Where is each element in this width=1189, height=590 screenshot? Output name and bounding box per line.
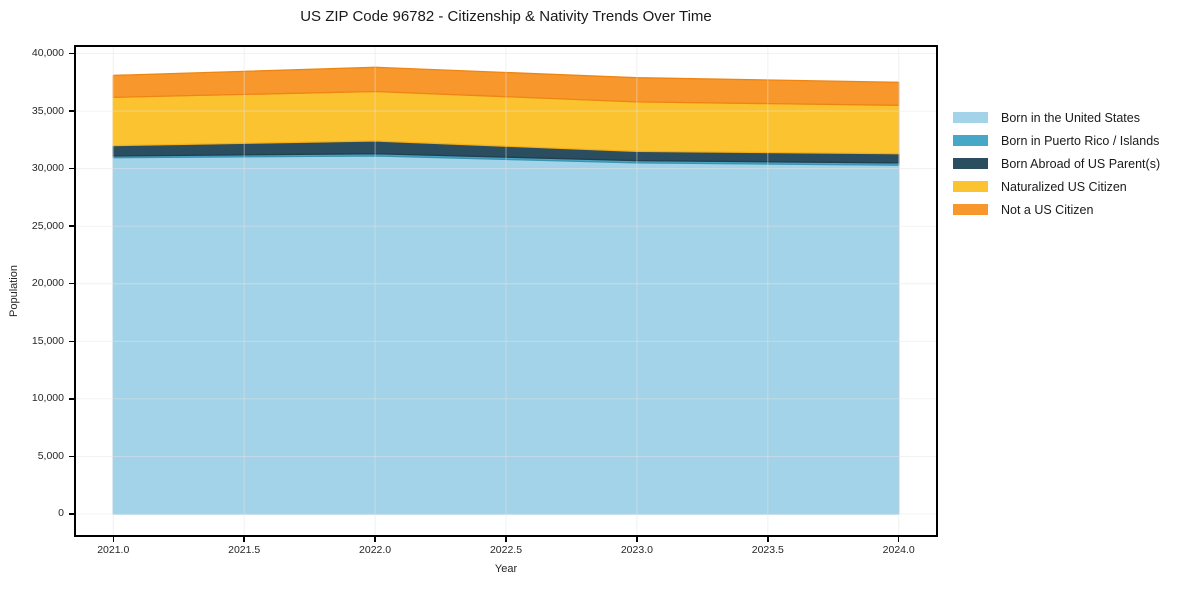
y-tick-label: 0 bbox=[58, 507, 64, 520]
y-tick-label: 40,000 bbox=[31, 47, 64, 60]
y-tick-label: 5,000 bbox=[37, 449, 64, 462]
x-tick-label: 2023.5 bbox=[751, 544, 784, 556]
chart-title: US ZIP Code 96782 - Citizenship & Nativi… bbox=[300, 8, 712, 25]
x-tick-label: 2021.5 bbox=[228, 544, 261, 556]
x-tick-label: 2023.0 bbox=[620, 544, 653, 556]
y-tick-mark bbox=[69, 167, 74, 170]
y-tick-label: 30,000 bbox=[31, 162, 64, 175]
x-tick-label: 2021.0 bbox=[97, 544, 130, 556]
legend-label: Not a US Citizen bbox=[1001, 202, 1094, 217]
y-tick-mark bbox=[69, 225, 74, 227]
legend-item-4: Not a US Citizen bbox=[953, 198, 1160, 221]
x-tick-label: 2024.0 bbox=[882, 544, 915, 556]
legend-label: Naturalized US Citizen bbox=[1001, 179, 1127, 194]
y-tick-label: 25,000 bbox=[31, 219, 64, 232]
legend-swatch bbox=[953, 204, 988, 215]
x-tick-mark bbox=[112, 537, 115, 542]
x-tick-label: 2022.0 bbox=[359, 544, 392, 556]
legend-item-3: Naturalized US Citizen bbox=[953, 175, 1160, 198]
x-tick-mark bbox=[636, 537, 638, 542]
y-axis-label: Population bbox=[8, 265, 20, 317]
y-tick-label: 10,000 bbox=[31, 392, 64, 405]
legend-swatch bbox=[953, 135, 988, 146]
y-tick-mark bbox=[69, 340, 74, 343]
legend-label: Born in the United States bbox=[1001, 110, 1140, 125]
stacked-area-plot bbox=[74, 45, 938, 537]
y-tick-mark bbox=[69, 282, 74, 285]
y-tick-mark bbox=[69, 513, 74, 515]
legend-swatch bbox=[953, 181, 988, 192]
x-tick-mark bbox=[767, 537, 769, 542]
y-tick-mark bbox=[69, 455, 74, 458]
legend-item-2: Born Abroad of US Parent(s) bbox=[953, 152, 1160, 175]
x-tick-mark bbox=[505, 537, 507, 542]
plot-area bbox=[74, 45, 938, 537]
y-tick-mark bbox=[69, 110, 74, 112]
legend-swatch bbox=[953, 112, 988, 123]
x-axis-label: Year bbox=[494, 563, 518, 575]
y-tick-mark bbox=[69, 52, 74, 55]
legend-label: Born Abroad of US Parent(s) bbox=[1001, 156, 1161, 171]
x-tick-mark bbox=[374, 537, 376, 542]
x-tick-mark bbox=[897, 537, 900, 542]
y-tick-label: 20,000 bbox=[31, 277, 64, 290]
x-tick-label: 2022.5 bbox=[489, 544, 523, 556]
legend-item-1: Born in Puerto Rico / Islands bbox=[953, 129, 1160, 152]
y-tick-label: 35,000 bbox=[31, 104, 64, 117]
x-tick-mark bbox=[243, 537, 245, 542]
y-tick-mark bbox=[69, 398, 74, 400]
y-tick-label: 15,000 bbox=[31, 334, 64, 347]
legend-swatch bbox=[953, 158, 988, 169]
legend-label: Born in Puerto Rico / Islands bbox=[1001, 133, 1160, 148]
legend: Born in the United States Born in Puerto … bbox=[953, 106, 1160, 221]
plot-border bbox=[74, 45, 938, 537]
legend-item-0: Born in the United States bbox=[953, 106, 1160, 129]
